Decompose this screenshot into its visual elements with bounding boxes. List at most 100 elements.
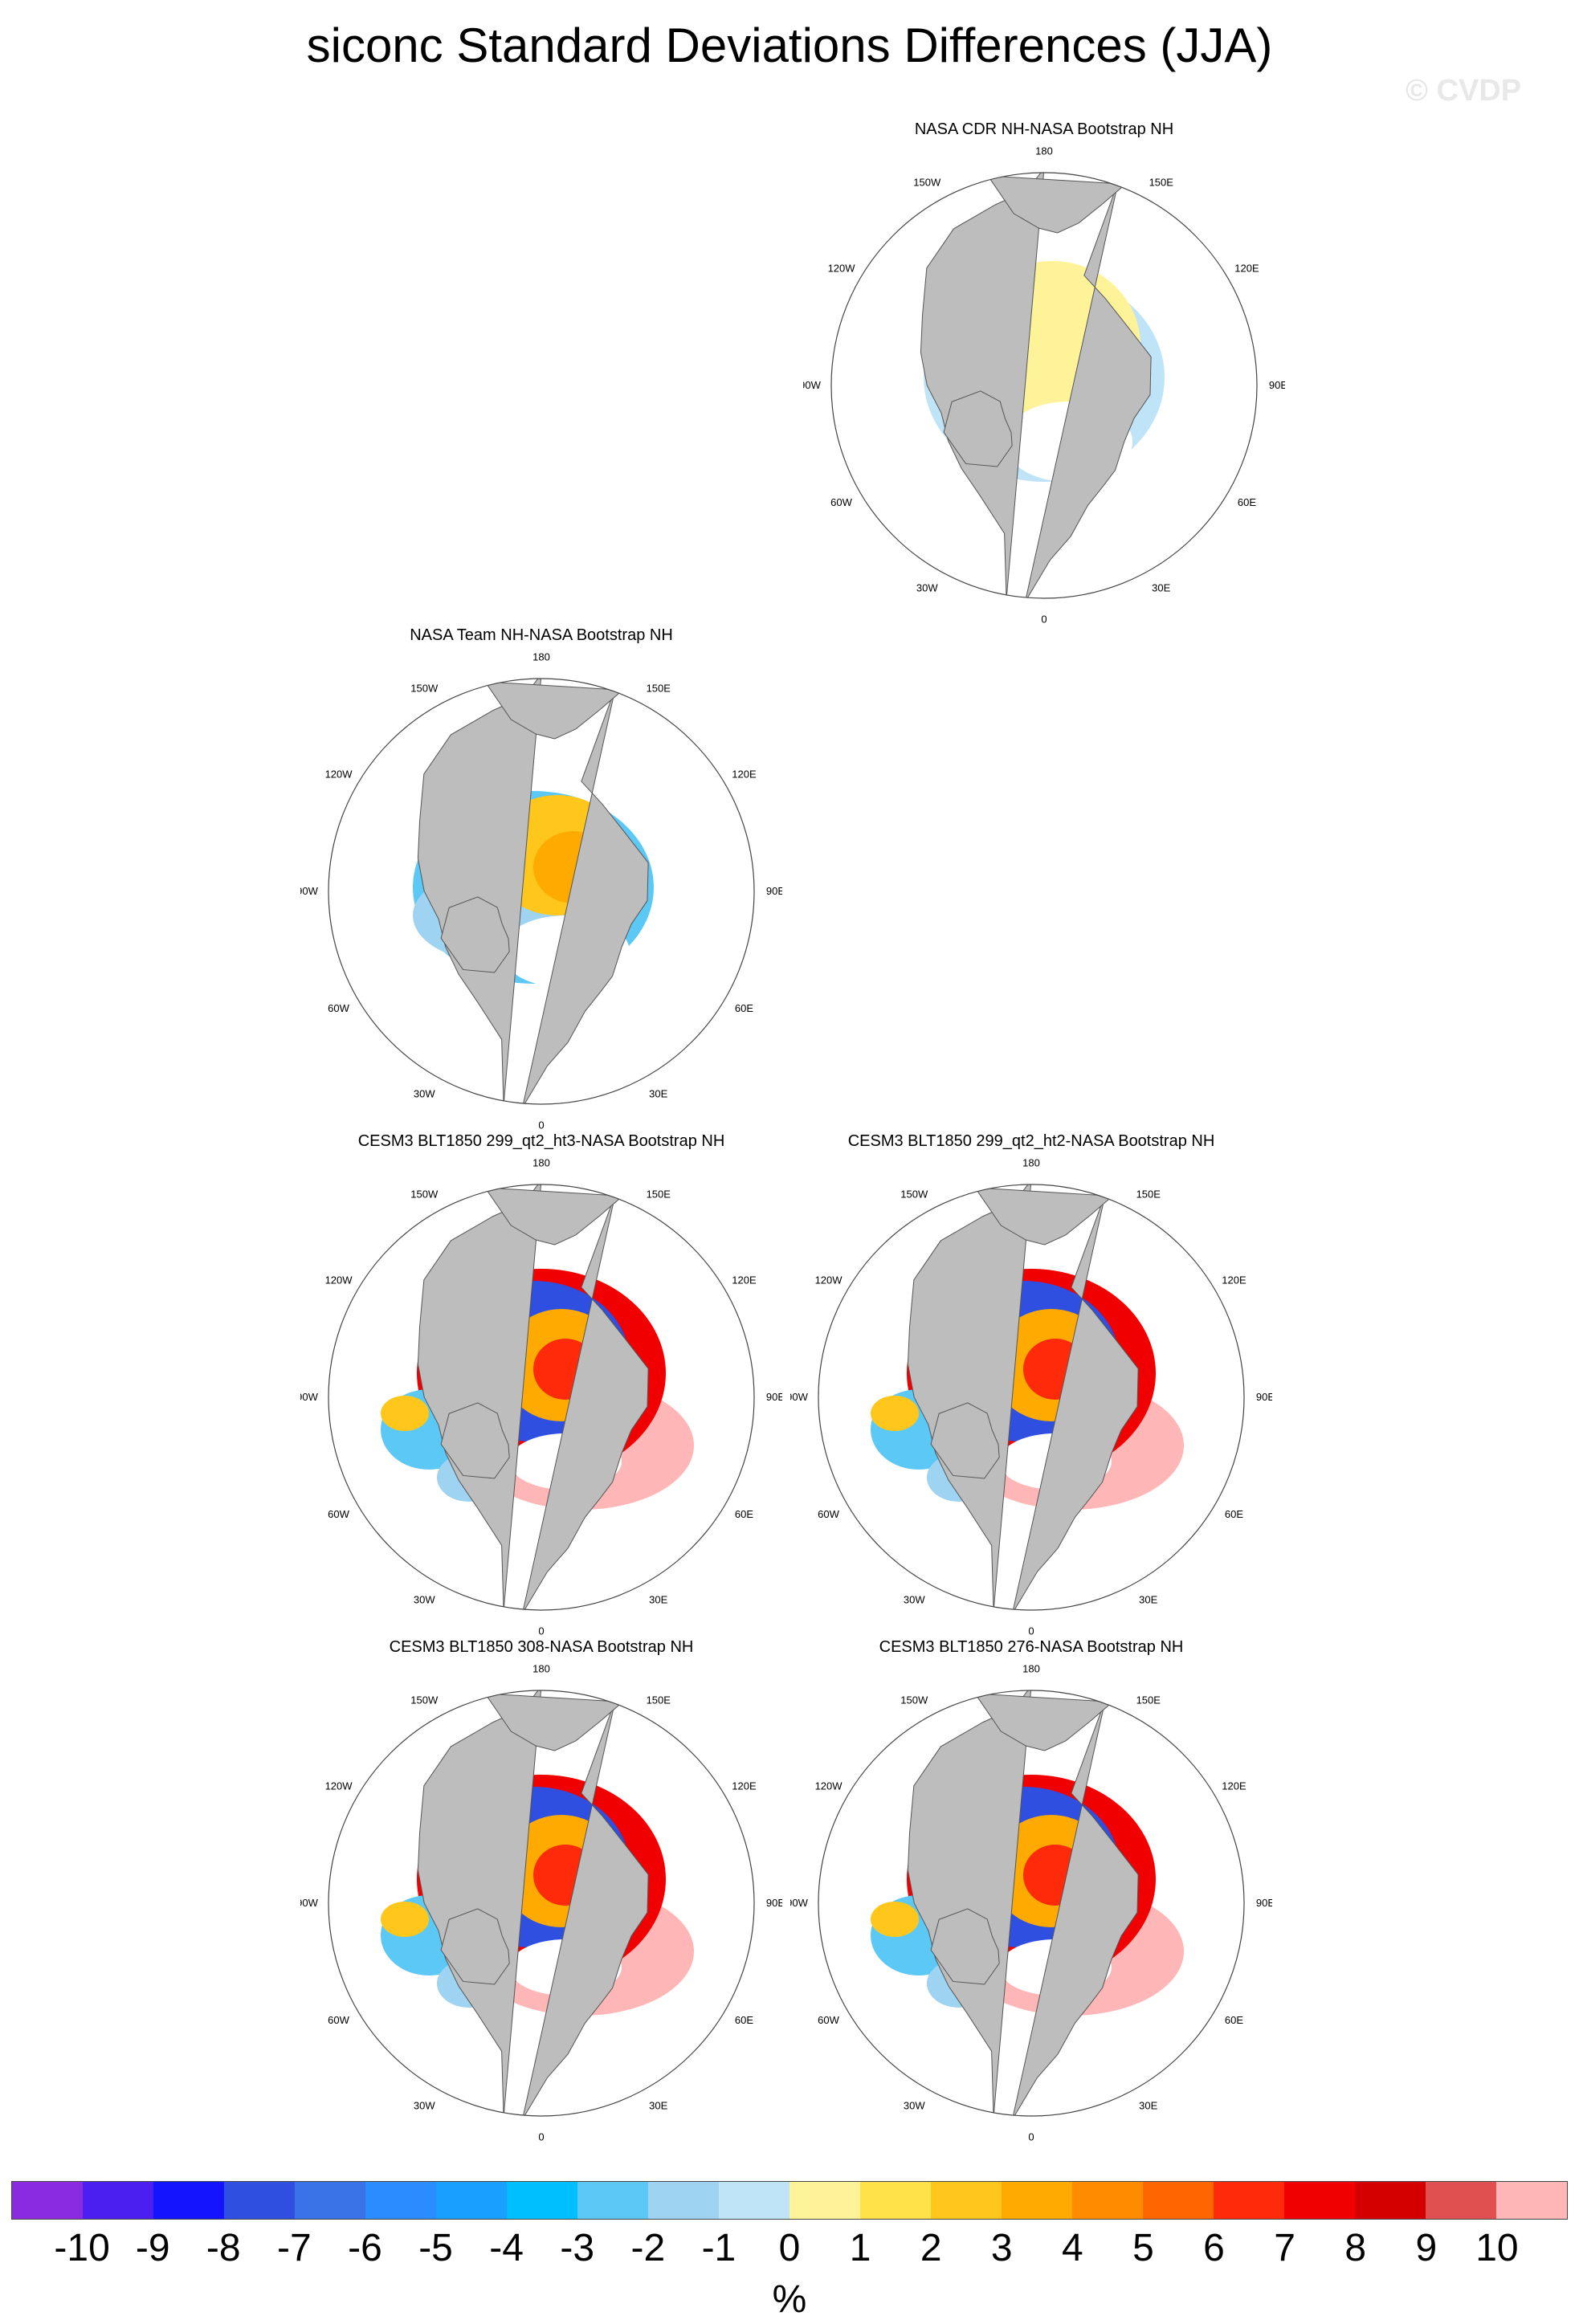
longitude-label: 150E — [647, 1694, 671, 1706]
longitude-label: 0 — [538, 2131, 544, 2143]
map-boundary — [830, 172, 1258, 599]
longitude-label: 150W — [913, 177, 941, 189]
map-panel-nasa-cdr: NASA CDR NH-NASA Bootstrap NH 180 150E 120… — [803, 120, 1285, 634]
longitude-label: 90E — [766, 885, 782, 897]
colorbar-segment — [83, 2182, 153, 2219]
map-boundary — [818, 1690, 1245, 2117]
colorbar-segment — [1214, 2182, 1284, 2219]
colorbar-segment — [648, 2182, 719, 2219]
longitude-label: 120E — [1222, 1780, 1246, 1792]
colorbar-segment — [860, 2182, 931, 2219]
colorbar-tick-label: 5 — [1132, 2227, 1154, 2269]
colorbar-segment — [1426, 2182, 1496, 2219]
colorbar — [11, 2181, 1568, 2220]
longitude-label: 60E — [735, 1002, 753, 1014]
longitude-label: 0 — [538, 1119, 544, 1131]
land-mass — [521, 1698, 649, 2116]
polar-map: 180 150E 120E 90E 60E 30E 0 30W 60W 90W 120W 150W — [790, 1157, 1272, 1637]
watermark: © CVDP — [1406, 74, 1522, 108]
longitude-label: 150W — [900, 1189, 928, 1201]
longitude-label: 30W — [414, 1087, 435, 1099]
colorbar-segment — [436, 2182, 507, 2219]
greenland — [930, 1908, 1000, 1985]
longitude-label: 90E — [766, 1897, 782, 1909]
ice-anomaly-region — [381, 1396, 429, 1431]
longitude-label: 150W — [900, 1694, 928, 1706]
colorbar-segment — [1072, 2182, 1143, 2219]
longitude-label: 150W — [410, 1694, 439, 1706]
colorbar-tick-label: -4 — [489, 2227, 524, 2269]
longitude-label: 90W — [300, 1897, 319, 1909]
longitude-label: 120E — [732, 1274, 757, 1286]
longitude-label: 60W — [830, 496, 852, 508]
longitude-label: 60W — [328, 1002, 349, 1014]
colorbar-labels: -10 -9 -8 -7 -6 -5 -4 -3 -2 -1 0 1 2 3 4 5 6 7 8 9 10 — [0, 2226, 1579, 2274]
longitude-label: 180 — [532, 1157, 550, 1169]
colorbar-tick-label: -7 — [277, 2227, 312, 2269]
longitude-label: 120W — [325, 1274, 353, 1286]
longitude-label: 90E — [1256, 1391, 1272, 1403]
colorbar-tick-label: 2 — [920, 2227, 942, 2269]
longitude-label: 60E — [735, 1508, 753, 1520]
longitude-label: 150E — [1136, 1694, 1161, 1706]
longitude-label: 60W — [818, 2014, 839, 2026]
map-panel-299-qt2-ht2: CESM3 BLT1850 299_qt2_ht2-NASA Bootstrap… — [790, 1132, 1272, 1646]
colorbar-tick-label: 6 — [1203, 2227, 1225, 2269]
longitude-label: 90E — [766, 1391, 782, 1403]
colorbar-segment — [507, 2182, 577, 2219]
greenland — [440, 1908, 510, 1985]
greenland — [943, 390, 1013, 467]
longitude-label: 60W — [328, 2014, 349, 2026]
longitude-label: 150E — [647, 683, 671, 695]
colorbar-tick-label: 4 — [1062, 2227, 1083, 2269]
polar-map: 180 150E 120E 90E 60E 30E 0 30W 60W 90W 120W 150W — [790, 1663, 1272, 2143]
ice-anomaly-region — [871, 1902, 919, 1937]
longitude-label: 90W — [790, 1897, 809, 1909]
longitude-label: 90W — [300, 885, 319, 897]
colorbar-tick-label: -10 — [54, 2227, 110, 2269]
colorbar-segment — [931, 2182, 1002, 2219]
map-panel-299-qt2-ht3: CESM3 BLT1850 299_qt2_ht3-NASA Bootstrap… — [300, 1132, 782, 1646]
map-panel-nasa-team: NASA Team NH-NASA Bootstrap NH 180 150E 12… — [300, 626, 782, 1140]
longitude-label: 60W — [328, 1508, 349, 1520]
colorbar-tick-label: 0 — [778, 2227, 801, 2269]
greenland — [440, 1402, 510, 1479]
colorbar-tick-label: 8 — [1344, 2227, 1367, 2269]
panel-title: CESM3 BLT1850 276-NASA Bootstrap NH — [879, 1638, 1184, 1656]
colorbar-segment — [1496, 2182, 1567, 2219]
longitude-label: 30E — [1139, 2099, 1157, 2111]
longitude-label: 60E — [1225, 1508, 1243, 1520]
longitude-label: 180 — [532, 651, 550, 663]
ice-anomaly-region — [871, 1396, 919, 1431]
longitude-label: 90W — [300, 1391, 319, 1403]
land-mass — [521, 687, 649, 1104]
longitude-label: 120W — [828, 262, 856, 274]
polar-map: 180 150E 120E 90E 60E 30E 0 30W 60W 90W 120W 150W — [803, 145, 1285, 626]
longitude-label: 0 — [1028, 1625, 1034, 1637]
longitude-label: 30E — [649, 1087, 667, 1099]
figure-title: siconc Standard Deviations Differences (… — [306, 18, 1273, 72]
longitude-label: 30W — [414, 1593, 435, 1605]
panel-title: NASA Team NH-NASA Bootstrap NH — [410, 626, 673, 644]
land-mass — [521, 1193, 649, 1610]
longitude-label: 150W — [410, 1189, 439, 1201]
panel-title: CESM3 BLT1850 299_qt2_ht2-NASA Bootstrap… — [847, 1132, 1215, 1150]
longitude-label: 180 — [1035, 145, 1053, 157]
panel-title: CESM3 BLT1850 299_qt2_ht3-NASA Bootstrap… — [357, 1132, 725, 1150]
greenland — [440, 896, 510, 973]
colorbar-segment — [153, 2182, 224, 2219]
map-panel-276: CESM3 BLT1850 276-NASA Bootstrap NH 180 1… — [790, 1638, 1272, 2152]
colorbar-tick-label: -1 — [701, 2227, 736, 2269]
longitude-label: 120E — [732, 1780, 757, 1792]
longitude-label: 90W — [790, 1391, 809, 1403]
colorbar-segment — [719, 2182, 790, 2219]
longitude-label: 60E — [735, 2014, 753, 2026]
colorbar-tick-label: 10 — [1475, 2227, 1519, 2269]
longitude-label: 30E — [649, 2099, 667, 2111]
colorbar-segment — [12, 2182, 83, 2219]
longitude-label: 150W — [410, 683, 439, 695]
longitude-label: 180 — [1022, 1157, 1040, 1169]
longitude-label: 0 — [1028, 2131, 1034, 2143]
colorbar-tick-label: 7 — [1274, 2227, 1295, 2269]
longitude-label: 180 — [1022, 1663, 1040, 1675]
